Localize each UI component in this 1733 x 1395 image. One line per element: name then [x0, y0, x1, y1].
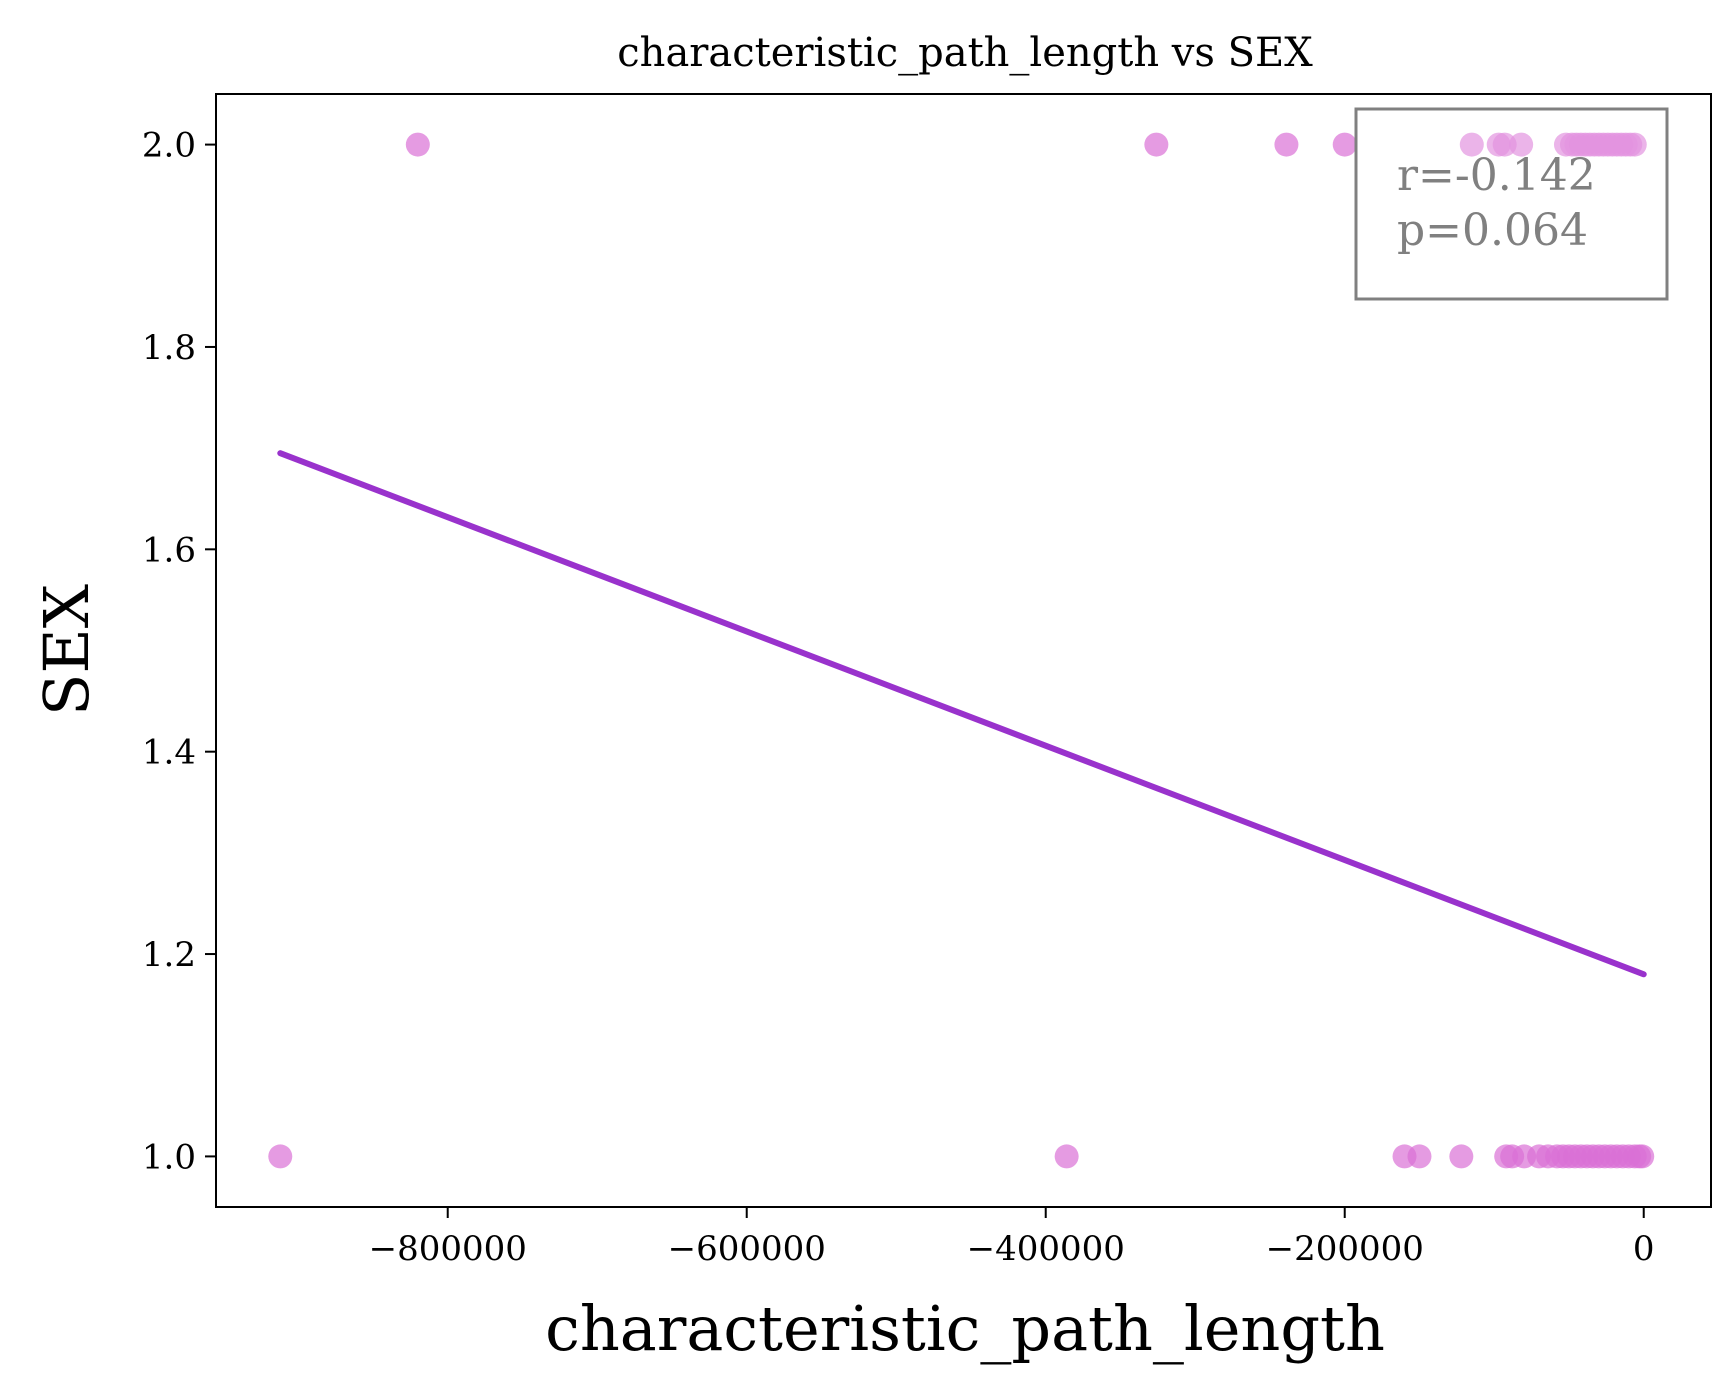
y-tick-label: 1.6: [142, 530, 196, 570]
data-point: [1054, 1144, 1079, 1169]
points-layer: [268, 132, 1655, 1169]
regression-layer: [277, 450, 1647, 978]
y-axis-label: SEX: [30, 584, 103, 716]
data-point: [1622, 132, 1647, 157]
x-tick-label: −800000: [369, 1229, 527, 1269]
y-tick-label: 1.0: [142, 1137, 196, 1177]
chart-title: characteristic_path_length vs SEX: [617, 30, 1313, 76]
stats-r: r=-0.142: [1397, 150, 1596, 201]
y-tick-label: 1.8: [142, 328, 196, 368]
y-tick-label: 2.0: [142, 126, 196, 166]
stats-box-frame: [1354, 107, 1669, 301]
data-point: [1449, 1144, 1474, 1169]
data-point: [1274, 132, 1299, 157]
x-tick-label: −400000: [967, 1229, 1125, 1269]
data-point: [1509, 132, 1534, 157]
data-point: [1630, 1144, 1655, 1169]
y-tick-label: 1.2: [142, 935, 196, 975]
plot-frame: [215, 93, 1712, 1208]
y-tick-label: 1.4: [142, 733, 196, 773]
y-axis: 1.0 1.2 1.4 1.6 1.8 2.0: [142, 126, 216, 1177]
x-axis-label: characteristic_path_length: [545, 1292, 1385, 1365]
x-axis: −800000 −600000 −400000 −200000 0: [369, 1207, 1655, 1269]
x-tick-label: −600000: [668, 1229, 826, 1269]
regression-line: [277, 450, 1647, 978]
x-tick-label: 0: [1633, 1229, 1655, 1269]
data-point: [405, 132, 430, 157]
stats-annotation: r=-0.142 p=0.064: [1354, 107, 1669, 301]
stats-p: p=0.064: [1397, 205, 1588, 256]
x-tick-label: −200000: [1266, 1229, 1424, 1269]
data-point: [268, 1144, 293, 1169]
data-point: [1144, 132, 1169, 157]
data-point: [1492, 132, 1517, 157]
data-point: [1332, 132, 1357, 157]
data-point: [1459, 132, 1484, 157]
data-point: [1407, 1144, 1432, 1169]
